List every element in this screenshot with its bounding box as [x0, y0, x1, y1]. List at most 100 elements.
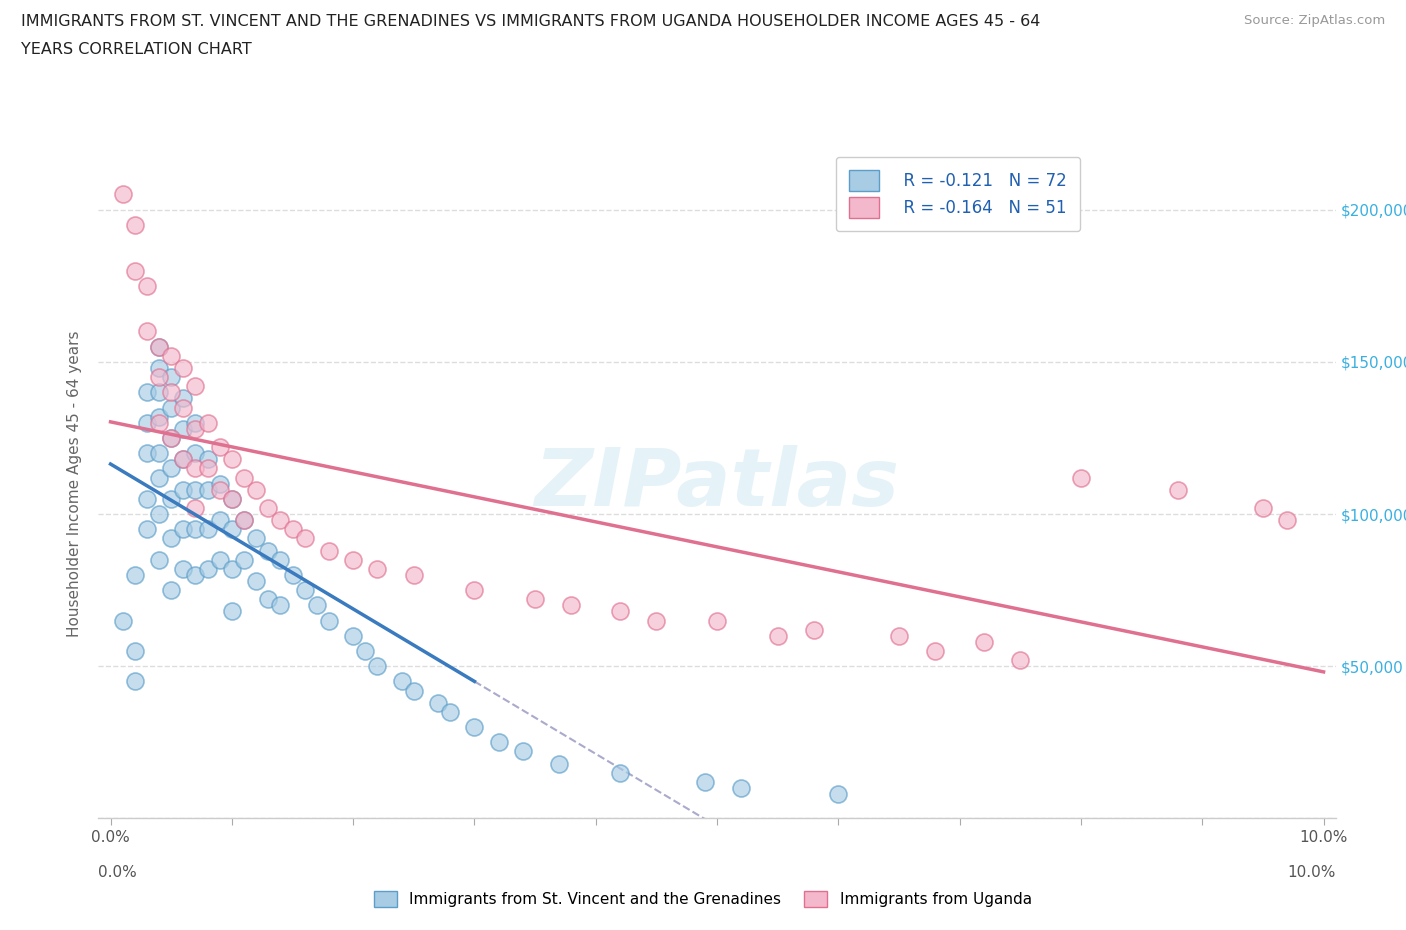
- Point: [136, 278, 159, 293]
- Text: IMMIGRANTS FROM ST. VINCENT AND THE GRENADINES VS IMMIGRANTS FROM UGANDA HOUSEHO: IMMIGRANTS FROM ST. VINCENT AND THE GREN…: [21, 14, 1040, 29]
- Point: [281, 567, 304, 582]
- Text: ZIPatlas: ZIPatlas: [534, 445, 900, 523]
- Point: [136, 491, 159, 506]
- Point: [124, 567, 146, 582]
- Point: [730, 780, 752, 795]
- Point: [184, 445, 207, 460]
- Point: [366, 658, 388, 673]
- Point: [1070, 470, 1092, 485]
- Point: [184, 483, 207, 498]
- Point: [427, 696, 450, 711]
- Point: [257, 591, 280, 606]
- Point: [172, 452, 194, 467]
- Point: [148, 339, 170, 354]
- Point: [342, 629, 364, 644]
- Point: [924, 644, 946, 658]
- Point: [208, 552, 231, 567]
- Point: [269, 598, 291, 613]
- Point: [111, 187, 134, 202]
- Y-axis label: Householder Income Ages 45 - 64 years: Householder Income Ages 45 - 64 years: [67, 330, 83, 637]
- Point: [269, 552, 291, 567]
- Point: [645, 613, 668, 628]
- Text: Source: ZipAtlas.com: Source: ZipAtlas.com: [1244, 14, 1385, 27]
- Point: [245, 531, 267, 546]
- Point: [160, 349, 183, 364]
- Point: [208, 512, 231, 527]
- Point: [887, 629, 910, 644]
- Point: [512, 744, 534, 759]
- Point: [233, 512, 256, 527]
- Point: [160, 385, 183, 400]
- Point: [136, 522, 159, 537]
- Point: [973, 634, 995, 649]
- Point: [560, 598, 582, 613]
- Point: [233, 512, 256, 527]
- Point: [366, 562, 388, 577]
- Point: [803, 622, 825, 637]
- Point: [609, 765, 631, 780]
- Point: [160, 491, 183, 506]
- Point: [221, 491, 243, 506]
- Point: [294, 531, 316, 546]
- Point: [172, 562, 194, 577]
- Point: [245, 574, 267, 589]
- Point: [172, 361, 194, 376]
- Point: [124, 674, 146, 689]
- Point: [148, 385, 170, 400]
- Point: [184, 567, 207, 582]
- Point: [318, 543, 340, 558]
- Point: [184, 522, 207, 537]
- Point: [766, 629, 789, 644]
- Point: [184, 416, 207, 431]
- Point: [172, 522, 194, 537]
- Point: [1275, 512, 1298, 527]
- Point: [197, 452, 219, 467]
- Point: [124, 644, 146, 658]
- Point: [148, 369, 170, 384]
- Point: [172, 391, 194, 405]
- Point: [1167, 483, 1189, 498]
- Point: [136, 324, 159, 339]
- Point: [148, 409, 170, 424]
- Point: [160, 431, 183, 445]
- Point: [172, 483, 194, 498]
- Point: [148, 361, 170, 376]
- Point: [305, 598, 328, 613]
- Point: [136, 445, 159, 460]
- Point: [160, 583, 183, 598]
- Point: [172, 400, 194, 415]
- Point: [197, 461, 219, 476]
- Point: [221, 491, 243, 506]
- Point: [342, 552, 364, 567]
- Point: [354, 644, 377, 658]
- Point: [318, 613, 340, 628]
- Point: [148, 416, 170, 431]
- Point: [208, 483, 231, 498]
- Point: [524, 591, 547, 606]
- Point: [221, 522, 243, 537]
- Point: [221, 604, 243, 618]
- Point: [184, 379, 207, 393]
- Point: [184, 500, 207, 515]
- Point: [693, 775, 716, 790]
- Point: [208, 476, 231, 491]
- Point: [463, 583, 485, 598]
- Text: 0.0%: 0.0%: [98, 865, 138, 880]
- Point: [1251, 500, 1274, 515]
- Point: [548, 756, 571, 771]
- Point: [136, 385, 159, 400]
- Point: [269, 512, 291, 527]
- Point: [136, 416, 159, 431]
- Point: [148, 445, 170, 460]
- Point: [488, 735, 510, 750]
- Point: [111, 613, 134, 628]
- Point: [257, 500, 280, 515]
- Point: [197, 562, 219, 577]
- Point: [197, 416, 219, 431]
- Point: [233, 470, 256, 485]
- Point: [197, 522, 219, 537]
- Point: [1010, 653, 1032, 668]
- Point: [609, 604, 631, 618]
- Text: YEARS CORRELATION CHART: YEARS CORRELATION CHART: [21, 42, 252, 57]
- Point: [160, 461, 183, 476]
